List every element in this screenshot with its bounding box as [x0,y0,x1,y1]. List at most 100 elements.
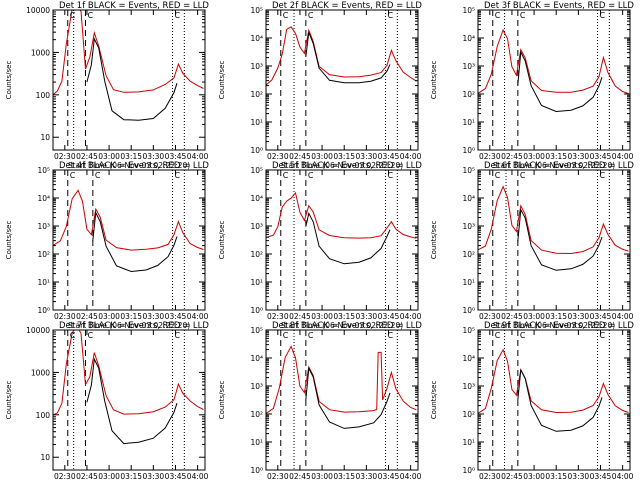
x-tick-label: 03:45 [165,152,187,161]
y-tick-label: 10⁰ [462,306,475,315]
flag-label: C [283,331,289,340]
detector-panel: Det 5f BLACK = Events, RED = LLD Counts/s… [218,161,422,330]
flag-label: C [600,331,606,340]
x-tick-label: 02:30 [267,312,289,321]
y-tick-label: 10³ [462,222,475,231]
y-tick-label: 10⁰ [250,466,263,475]
y-tick-label: 10⁴ [462,34,475,43]
flag-label: C [388,171,394,180]
y-tick-label: 10⁰ [462,146,475,155]
plot-frame [477,9,631,151]
x-tick-label: 03:45 [378,152,400,161]
x-tick-label: 02:30 [54,152,76,161]
y-tick-label: 10⁴ [462,354,475,363]
y-tick-label: 10² [462,250,475,259]
x-tick-label: 02:45 [501,152,523,161]
panel-title: Det 6f BLACK = Events, RED = LLD [484,161,634,171]
flag-label: C [175,171,181,180]
x-tick-label: 03:00 [523,152,545,161]
events-series-line [517,368,603,432]
x-tick-label: 04:00 [400,312,422,321]
x-tick-label: 04:00 [187,472,209,480]
lld-series-line [266,191,417,239]
x-tick-label: 02:30 [479,312,501,321]
flag-label: C [70,331,76,340]
x-tick-label: 04:00 [612,152,634,161]
x-tick-label: 02:30 [479,472,501,480]
y-tick-label: 10⁵ [37,166,50,175]
x-tick-label: 02:30 [267,472,289,480]
detector-panel: Det 6f BLACK = Events, RED = LLD Counts/s… [430,161,634,330]
plot-frame [265,169,419,311]
panel-title: Det 7f BLACK = Events, RED = LLD [59,321,209,331]
panel-title: Det 1f BLACK = Events, RED = LLD [59,1,209,11]
y-tick-label: 10³ [462,62,475,71]
x-tick-label: 03:15 [545,152,567,161]
x-axis-label: Start Time (06-Nov-03 02:22:20) [68,321,190,330]
panel-title: Det 9f BLACK = Events, RED = LLD [484,321,634,331]
x-tick-label: 02:30 [267,152,289,161]
x-tick-label: 03:15 [120,152,142,161]
y-tick-label: 1000 [31,368,50,377]
lld-series-line [53,330,204,416]
x-tick-label: 04:00 [187,312,209,321]
lld-series-line [478,348,629,414]
detector-panel: Det 1f BLACK = Events, RED = LLD Counts/s… [5,1,209,170]
y-tick-label: 10 [40,133,50,142]
y-tick-label: 10⁵ [462,166,475,175]
y-tick-label: 10² [250,410,263,419]
x-tick-label: 03:15 [120,472,142,480]
x-tick-label: 02:30 [54,472,76,480]
plot-frame [52,169,206,311]
flag-label: C [600,171,606,180]
y-tick-label: 100 [36,91,51,100]
y-tick-label: 10⁰ [250,306,263,315]
events-series-line [92,211,178,273]
x-tick-label: 04:00 [612,472,634,480]
flag-label: C [87,11,93,20]
x-axis-label: Start Time (06-Nov-03 02:22:20) [281,161,403,170]
y-tick-label: 10³ [462,382,475,391]
y-tick-label: 10¹ [462,278,475,287]
lld-series-line [53,10,204,96]
x-tick-label: 02:30 [479,152,501,161]
x-tick-label: 03:00 [311,312,333,321]
y-tick-label: 10¹ [250,118,263,127]
y-axis-label: Counts/sec [5,381,13,420]
x-tick-label: 03:30 [356,152,378,161]
flag-label: C [388,11,394,20]
plot-frame [52,9,206,151]
y-tick-label: 1000 [31,48,50,57]
y-axis-label: Counts/sec [218,61,226,100]
panel-title: Det 4f BLACK = Events, RED = LLD [59,161,209,171]
y-tick-label: 10⁴ [462,194,475,203]
x-tick-label: 03:15 [545,472,567,480]
x-tick-label: 03:45 [165,472,187,480]
x-tick-label: 02:45 [501,312,523,321]
x-tick-label: 02:45 [289,312,311,321]
x-axis-label: Start Time (06-Nov-03 02:22:20) [493,321,615,330]
x-tick-label: 03:45 [590,312,612,321]
events-series-line [517,208,603,271]
flag-label: C [308,331,314,340]
y-axis-label: Counts/sec [5,221,13,260]
y-tick-label: 10⁵ [462,6,475,15]
flag-label: C [70,11,76,20]
y-tick-label: 10⁰ [37,306,50,315]
y-tick-label: 10³ [250,222,263,231]
x-tick-label: 03:00 [523,312,545,321]
x-tick-label: 03:30 [143,472,165,480]
flag-label: C [308,11,314,20]
x-tick-label: 03:15 [333,472,355,480]
y-tick-label: 10² [37,250,50,259]
flag-label: C [95,171,101,180]
x-tick-label: 03:00 [523,472,545,480]
flag-label: C [70,171,76,180]
flag-label: C [283,171,289,180]
plot-frame [265,9,419,151]
lld-series-line [266,345,417,414]
y-tick-label: 10⁵ [462,326,475,335]
x-tick-label: 03:45 [590,152,612,161]
y-tick-label: 10⁴ [250,34,263,43]
